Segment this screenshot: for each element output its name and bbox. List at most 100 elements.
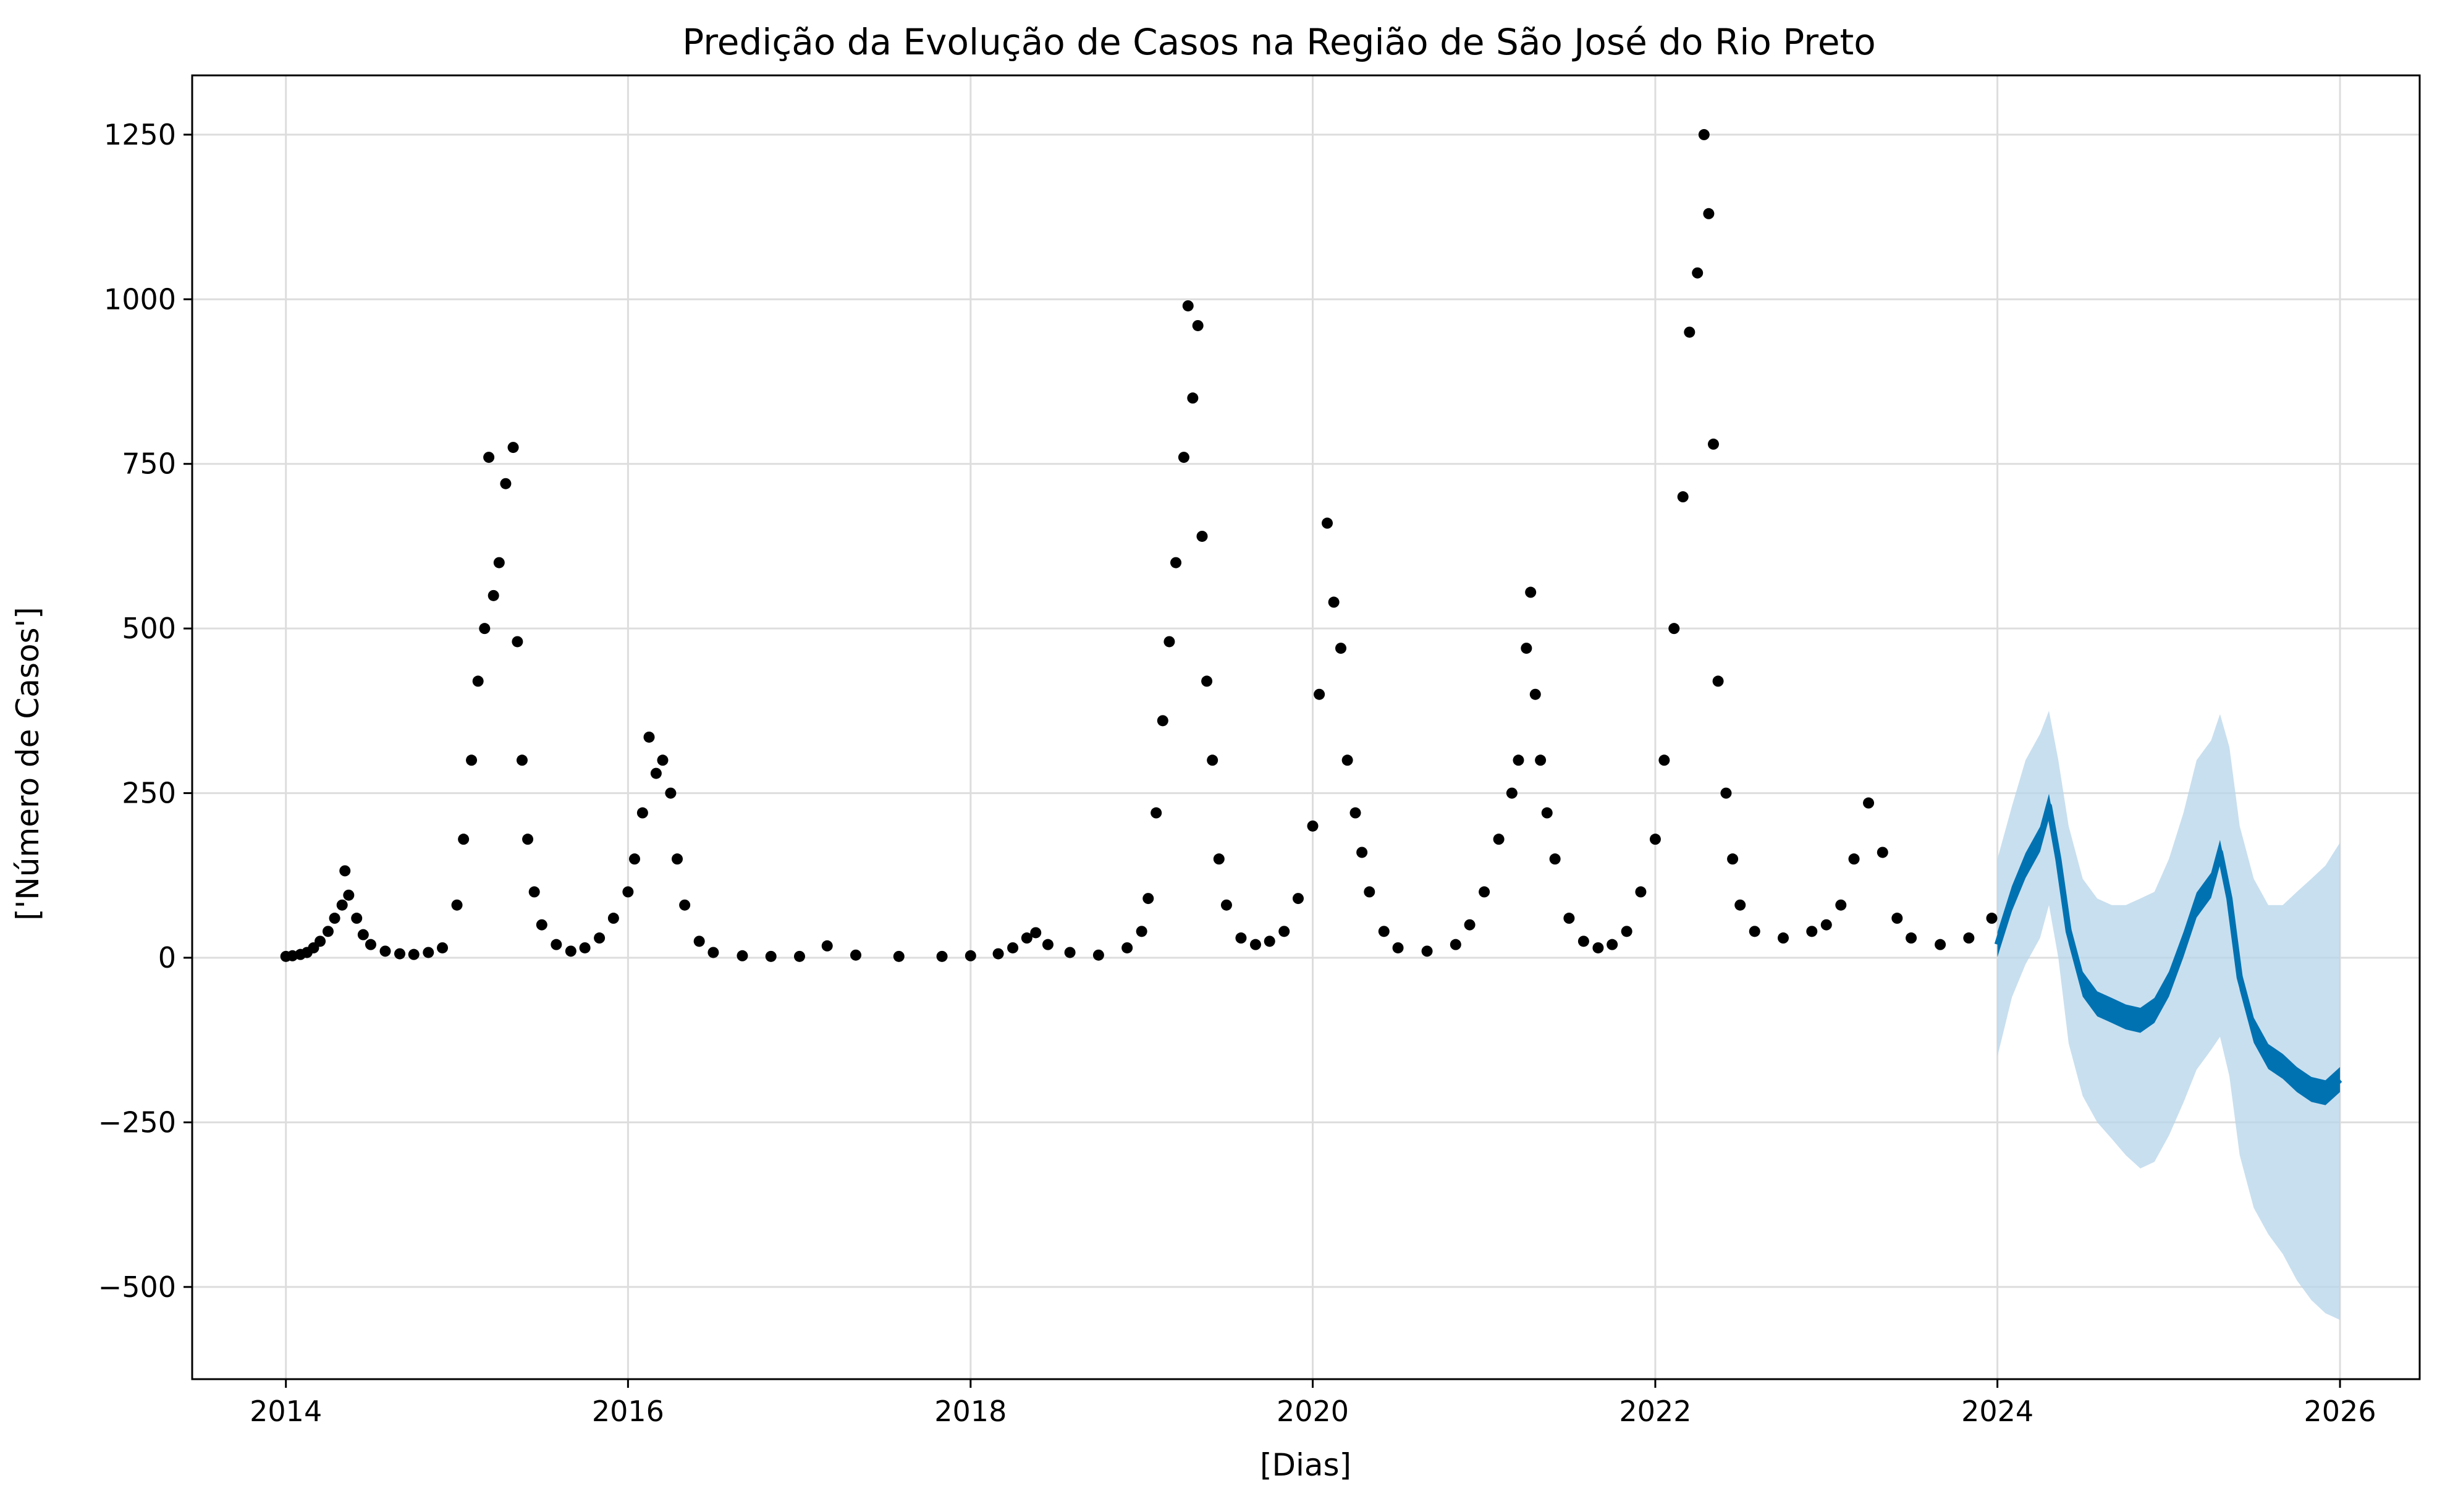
observed-point [1335, 643, 1347, 654]
grid [192, 75, 2420, 1379]
observed-point [672, 853, 683, 865]
y-tick-label: 500 [122, 612, 176, 645]
observed-point [394, 948, 406, 960]
observed-point [1341, 754, 1353, 766]
observed-point [1506, 787, 1518, 799]
plot-frame [191, 74, 2421, 1380]
observed-point [1307, 820, 1319, 832]
observed-point [466, 754, 478, 766]
observed-point [408, 948, 420, 960]
observed-point [657, 754, 669, 766]
observed-point [1392, 942, 1404, 953]
observed-point [1493, 834, 1505, 845]
observed-point [315, 935, 326, 947]
observed-point [628, 853, 640, 865]
observed-point [551, 939, 562, 950]
observed-point [1668, 623, 1680, 635]
observed-point [1563, 913, 1575, 924]
observed-point [579, 942, 591, 953]
observed-point [1464, 919, 1476, 931]
observed-point [1192, 319, 1204, 331]
forecast-series [1994, 793, 2342, 1105]
observed-point [1092, 949, 1104, 961]
observed-point [636, 807, 648, 819]
x-tick-label: 2014 [250, 1395, 322, 1428]
observed-point [1835, 899, 1847, 911]
observed-point [1778, 932, 1789, 944]
observed-point [1328, 596, 1340, 608]
observed-point [1607, 939, 1618, 950]
observed-point [965, 950, 976, 961]
observed-point [1891, 913, 1903, 924]
observed-point [821, 940, 833, 952]
observed-point [1201, 675, 1213, 687]
observed-point [1525, 586, 1537, 598]
observed-point [322, 926, 334, 937]
observed-point [483, 452, 495, 463]
observed-point [1658, 754, 1670, 766]
x-axis-ticks: 2014 2016 2018 2020 2022 2024 2026 [250, 1379, 2376, 1428]
observed-point [1207, 754, 1218, 766]
y-tick-label: −500 [98, 1270, 176, 1304]
observed-point [488, 589, 499, 601]
observed-point [1592, 942, 1604, 953]
observed-point [1877, 847, 1888, 858]
observed-point [1734, 899, 1746, 911]
observed-point [336, 899, 348, 911]
observed-point [643, 731, 655, 743]
observed-point [1649, 834, 1661, 845]
observed-point [365, 939, 376, 950]
observed-point [1906, 932, 1917, 944]
observed-point [1684, 326, 1695, 338]
y-axis-ticks: 1250 1000 750 500 250 0 −250 −500 [98, 118, 192, 1304]
observed-point [1030, 927, 1042, 939]
observed-point [693, 935, 705, 947]
x-tick-label: 2026 [2304, 1395, 2376, 1428]
observed-point [1963, 932, 1975, 944]
observed-point [1196, 530, 1208, 542]
x-axis-label: [Dias] [1260, 1447, 1351, 1483]
observed-point [1170, 557, 1182, 568]
observed-point [665, 787, 677, 799]
observed-point [1749, 926, 1760, 937]
observed-point [351, 913, 363, 924]
observed-point [1021, 932, 1032, 944]
observed-point [1521, 643, 1532, 654]
observed-point [1986, 913, 1998, 924]
observed-point [1187, 392, 1199, 404]
uncertainty-interval [1997, 711, 2341, 1320]
y-tick-label: 1000 [104, 282, 176, 316]
observed-point [1220, 899, 1232, 911]
observed-point [423, 947, 434, 958]
observed-point [1720, 787, 1732, 799]
observed-point [1322, 517, 1333, 529]
observed-point [1378, 926, 1390, 937]
observed-point [1577, 935, 1589, 947]
observed-point [1677, 491, 1689, 503]
observed-point [565, 945, 576, 957]
observed-point [679, 899, 691, 911]
observed-point [1151, 807, 1162, 819]
y-tick-label: 1250 [104, 118, 176, 151]
observed-point [1292, 893, 1304, 905]
observed-point [458, 834, 470, 845]
observed-point [1806, 926, 1818, 937]
interval-band [1997, 711, 2341, 1320]
observed-point [1356, 847, 1368, 858]
observed-point [1007, 942, 1019, 953]
observed-point [1163, 636, 1175, 648]
observed-point [1549, 853, 1561, 865]
observed-point [1349, 807, 1361, 819]
observed-point [329, 913, 340, 924]
observed-point [1042, 939, 1054, 950]
x-tick-label: 2016 [592, 1395, 664, 1428]
observed-point [1142, 893, 1154, 905]
observed-point [1698, 129, 1710, 140]
observed-point [1178, 452, 1189, 463]
observed-point [1820, 919, 1832, 931]
observed-point [936, 950, 948, 962]
observed-point [357, 929, 369, 940]
